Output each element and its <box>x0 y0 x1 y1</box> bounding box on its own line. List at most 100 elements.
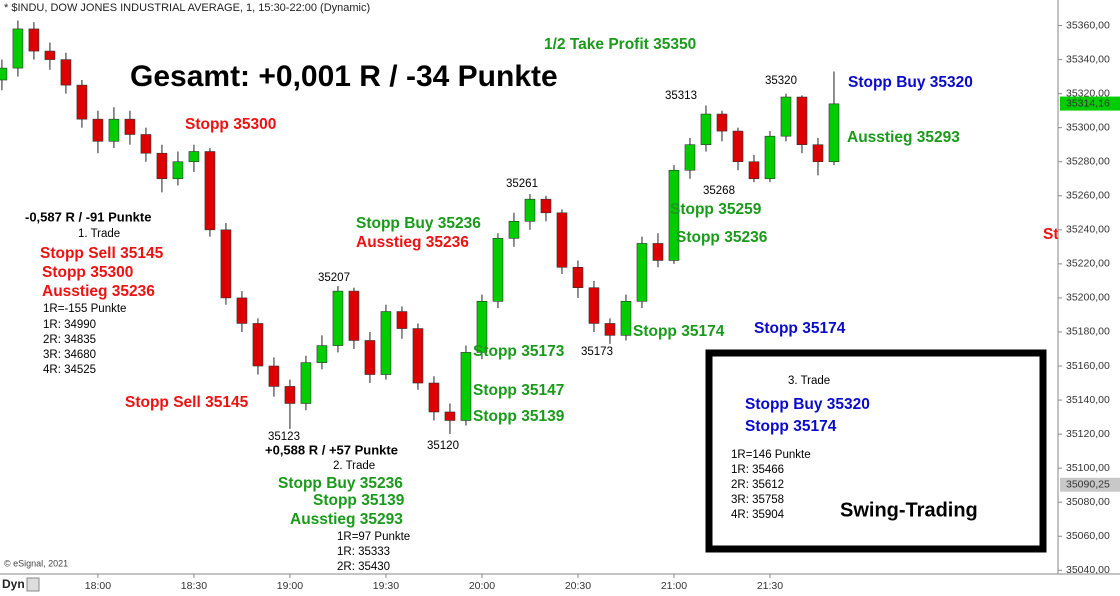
candle-body <box>796 96 808 146</box>
y-tick-label: 35040,00 <box>1066 564 1110 576</box>
candle-body <box>604 323 616 336</box>
x-tick-label: 18:00 <box>85 580 111 592</box>
annotation: 3. Trade <box>788 375 830 387</box>
annotation: Stopp 35300 <box>42 264 133 281</box>
annotation: 1R: 35333 <box>337 546 390 558</box>
candle-body <box>364 340 376 375</box>
candle-body <box>732 130 744 163</box>
candle-body <box>92 118 104 142</box>
trade-box <box>705 349 1047 553</box>
mode-label: Dyn <box>2 577 25 591</box>
candle-body <box>396 311 408 329</box>
y-tick-label: 35120,00 <box>1066 428 1110 440</box>
candle-body <box>572 266 584 289</box>
candle-body <box>204 151 216 231</box>
x-tick-label: 21:00 <box>661 580 687 592</box>
annotation: Stopp 35259 <box>670 201 762 218</box>
y-tick-label: 35060,00 <box>1066 530 1110 542</box>
candle-body <box>620 301 632 336</box>
y-tick-label: 35300,00 <box>1066 121 1110 133</box>
annotation: Ausstieg 35293 <box>847 129 960 146</box>
annotation: Stopp 35236 <box>676 229 768 246</box>
x-tick-label: 19:00 <box>277 580 303 592</box>
x-tick-label: 20:00 <box>469 580 495 592</box>
annotation: Stopp 35147 <box>473 382 564 399</box>
y-tick-label: 35160,00 <box>1066 360 1110 372</box>
annotation: 35120 <box>427 440 459 452</box>
candle-body <box>540 198 552 214</box>
annotation: 35207 <box>318 272 350 284</box>
lock-icon[interactable] <box>26 577 40 592</box>
candle-body <box>828 103 840 163</box>
annotation: Stopp 35174 <box>754 320 846 337</box>
candle-body <box>508 221 520 239</box>
candle-body <box>588 287 600 324</box>
candle-body <box>300 362 312 404</box>
candle-body <box>668 169 680 261</box>
annotation: +0,588 R / +57 Punkte <box>265 442 398 457</box>
annotation: Swing-Trading <box>840 499 978 521</box>
annotation: 1R=146 Punkte <box>731 449 811 461</box>
annotation: 35173 <box>581 346 613 358</box>
annotation: 1R=97 Punkte <box>337 531 410 543</box>
annotation: Stopp 35174 <box>633 323 725 340</box>
annotation: 4R: 34525 <box>43 364 96 376</box>
price-label: 35090,25 <box>1066 479 1110 491</box>
candle-body <box>492 238 504 302</box>
x-tick-label: 19:30 <box>373 580 399 592</box>
candle-body <box>0 67 8 81</box>
candle-body <box>236 297 248 324</box>
annotation: 35313 <box>665 90 697 102</box>
candle-body <box>268 365 280 387</box>
candle-body <box>524 198 536 222</box>
y-tick-label: 35320,00 <box>1066 87 1110 99</box>
annotation: 35320 <box>765 75 797 87</box>
candle-body <box>284 386 296 404</box>
candle-body <box>252 323 264 367</box>
y-tick-label: 35220,00 <box>1066 258 1110 270</box>
candle-body <box>556 212 568 268</box>
candle-body <box>332 290 344 346</box>
annotation: 1R=-155 Punkte <box>43 303 126 315</box>
y-tick-label: 35260,00 <box>1066 190 1110 202</box>
candle-body <box>28 28 40 52</box>
candle-body <box>44 50 56 60</box>
candle-body <box>60 59 72 86</box>
candle-body <box>636 243 648 302</box>
price-label-box <box>1060 96 1120 111</box>
candle-body <box>12 28 24 69</box>
annotation: 2. Trade <box>333 460 375 472</box>
candle-body <box>476 301 488 353</box>
candle-body <box>172 161 184 180</box>
y-tick-label: 35140,00 <box>1066 394 1110 406</box>
candle-body <box>764 135 776 180</box>
annotation: 3R: 35758 <box>731 494 784 506</box>
candle-body <box>156 152 168 180</box>
annotation: 35123 <box>268 431 300 443</box>
candle-body <box>652 243 664 261</box>
annotation: 35261 <box>506 178 538 190</box>
copyright: © eSignal, 2021 <box>4 558 68 568</box>
price-label: 35314,16 <box>1066 97 1110 109</box>
y-tick-label: 35200,00 <box>1066 292 1110 304</box>
candle-body <box>220 229 232 299</box>
annotation: Stopp Buy 35320 <box>848 74 973 91</box>
candle-body <box>716 113 728 132</box>
annotation: 1. Trade <box>78 228 120 240</box>
x-tick-label: 20:30 <box>565 580 591 592</box>
annotation: Stopp Buy 35320 <box>745 396 870 413</box>
y-tick-label: 35100,00 <box>1066 462 1110 474</box>
candle-body <box>460 352 472 421</box>
y-tick-label: 35240,00 <box>1066 224 1110 236</box>
candle-body <box>444 411 456 421</box>
candle-body <box>412 328 424 384</box>
annotation: Gesamt: +0,001 R / -34 Punkte <box>130 60 558 93</box>
candle-body <box>108 118 120 142</box>
axes: 35040,00 35060,00 35080,00 35100,00 35120,00… <box>85 19 1120 592</box>
candle-body <box>76 84 88 120</box>
annotation: Stopp Sell 35145 <box>125 394 249 411</box>
y-tick-label: 35080,00 <box>1066 496 1110 508</box>
annotation: Stopp Sell 35145 <box>40 245 164 262</box>
